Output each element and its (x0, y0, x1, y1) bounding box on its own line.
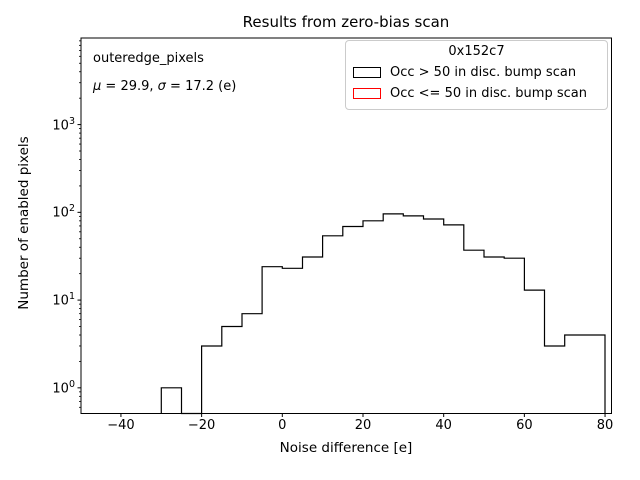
legend-entry: Occ > 50 in disc. bump scan (353, 62, 600, 83)
greek-symbol: σ (157, 79, 166, 94)
legend-entry: Occ <= 50 in disc. bump scan (353, 83, 600, 104)
stats-annotation: outeredge_pixels μ = 29.9, σ = 17.2 (e) (93, 51, 236, 94)
legend-entries: Occ > 50 in disc. bump scan Occ <= 50 in … (353, 62, 600, 104)
x-axis-label: Noise difference [e] (279, 440, 413, 456)
stats-text: = 17.2 (e) (165, 79, 237, 94)
legend: 0x152c7 Occ > 50 in disc. bump scan Occ <… (345, 40, 608, 110)
histogram-step-path (160, 213, 606, 415)
greek-symbol: μ (93, 79, 102, 94)
legend-patch-icon (353, 67, 381, 78)
annotation-mu-sigma: μ = 29.9, σ = 17.2 (e) (93, 79, 236, 94)
y-axis-label: Number of enabled pixels (16, 136, 32, 310)
legend-title: 0x152c7 (448, 44, 505, 59)
annotation-dataset-name: outeredge_pixels (93, 51, 204, 66)
legend-entry-label: Occ > 50 in disc. bump scan (390, 65, 577, 80)
legend-entry-label: Occ <= 50 in disc. bump scan (390, 86, 587, 101)
chart-title: Results from zero-bias scan (242, 13, 450, 31)
legend-patch-icon (353, 88, 381, 99)
stats-text: = 29.9, (101, 79, 158, 94)
